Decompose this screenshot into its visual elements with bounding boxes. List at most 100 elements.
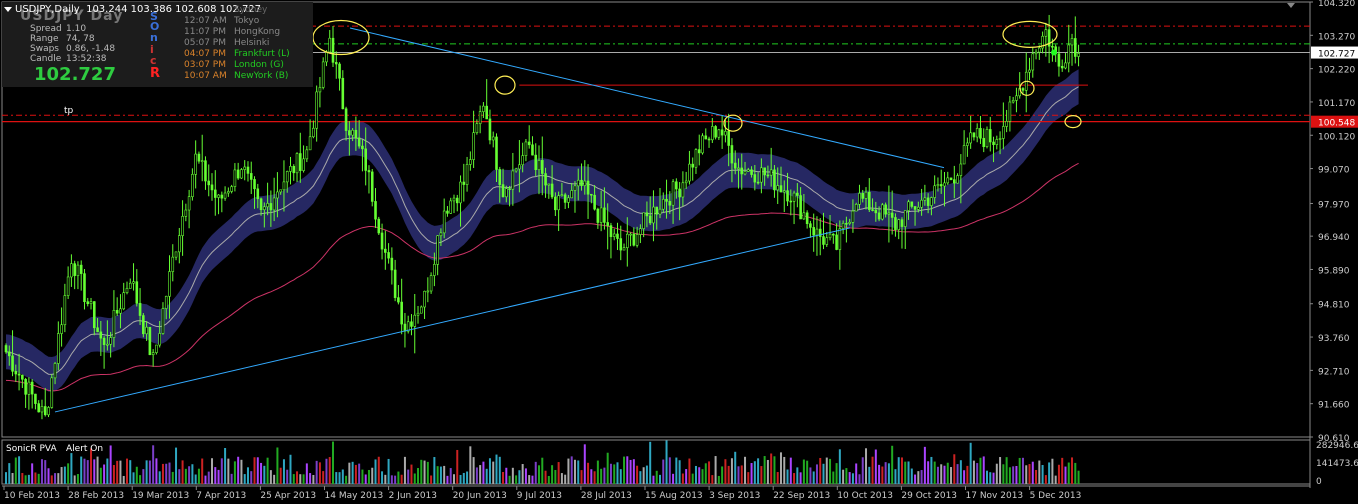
volume-bar <box>838 449 841 484</box>
candle-body <box>210 184 214 191</box>
candle-body <box>773 169 776 191</box>
volume-bar <box>1038 460 1041 484</box>
candle-body <box>691 163 695 168</box>
candle-body <box>475 123 479 133</box>
volume-bar <box>544 470 547 484</box>
volume-bar <box>636 465 639 484</box>
stat-label-range: Range <box>30 34 59 44</box>
candle-body <box>681 182 685 198</box>
volume-bar <box>125 458 128 484</box>
ema-89-line <box>5 162 1079 392</box>
candle-body <box>1034 51 1038 55</box>
volume-bar <box>1031 461 1034 484</box>
volume-bar <box>806 460 809 484</box>
volume-bar <box>796 467 799 484</box>
volume-bar <box>999 457 1002 484</box>
volume-bar <box>802 459 805 484</box>
volume-bar <box>1067 462 1070 484</box>
time-axis-label: 7 Apr 2013 <box>196 491 246 501</box>
volume-bar <box>93 459 96 484</box>
volume-bar <box>116 460 119 484</box>
volume-bar <box>737 466 740 484</box>
volume-bar <box>812 471 815 484</box>
highlight-ellipse <box>1064 115 1082 129</box>
volume-bar <box>348 462 351 484</box>
candle-body <box>348 130 351 136</box>
candle-body <box>760 167 763 183</box>
candle-body <box>397 297 400 303</box>
candle-body <box>315 91 318 129</box>
volume-bar <box>63 466 66 484</box>
candle-body <box>753 174 757 183</box>
candle-body <box>312 127 315 138</box>
dropdown-arrow-icon[interactable] <box>4 6 12 12</box>
candle-body <box>285 171 289 183</box>
candle-body <box>70 263 73 278</box>
candle-body <box>452 197 456 202</box>
candle-body <box>675 181 678 190</box>
candle-body <box>1031 53 1035 71</box>
volume-bar <box>214 467 217 484</box>
candle-body <box>449 200 453 214</box>
volume-bar <box>1028 464 1031 484</box>
volume-bar <box>452 474 455 484</box>
volume-bar <box>855 463 858 484</box>
volume-bar <box>894 469 897 484</box>
candle-body <box>887 212 891 215</box>
candle-body <box>671 181 675 206</box>
candle-body <box>711 126 714 141</box>
candle-body <box>792 192 796 202</box>
volume-bar <box>5 472 7 484</box>
candle-body <box>151 352 155 356</box>
candle-body <box>400 301 403 325</box>
candle-body <box>665 198 668 202</box>
volume-bar <box>874 449 877 484</box>
volume-bar <box>861 457 864 484</box>
candle-body <box>249 173 253 180</box>
volume-bar <box>397 471 400 484</box>
volume-bar <box>515 475 518 484</box>
volume-bar <box>508 475 511 484</box>
candle-body <box>877 212 881 220</box>
candle-body <box>688 163 691 182</box>
candle-body <box>802 212 806 220</box>
volume-bar <box>243 474 246 484</box>
volume-bar <box>443 465 446 484</box>
volume-bar <box>848 472 851 484</box>
candle-body <box>1051 45 1054 48</box>
volume-bar <box>832 471 835 484</box>
candle-body <box>191 174 194 198</box>
time-axis-label: 20 Jun 2013 <box>453 491 507 501</box>
candle-body <box>491 136 495 141</box>
candle-body <box>982 137 986 147</box>
candle-body <box>518 164 521 170</box>
volume-bar <box>407 469 410 484</box>
volume-bar <box>11 473 14 484</box>
candle-body <box>1002 126 1005 139</box>
current-price-tag: 102.727 <box>1318 50 1355 60</box>
volume-bar <box>145 460 148 484</box>
volume-bar <box>54 473 57 484</box>
stat-value-spread: 1.10 <box>66 24 87 34</box>
candle-body <box>380 232 384 250</box>
volume-bar <box>449 468 452 484</box>
volume-bar <box>910 468 913 484</box>
volume-bar <box>371 467 374 484</box>
volume-bar <box>417 468 420 484</box>
candle-body <box>910 201 914 207</box>
volume-bar <box>528 475 531 484</box>
candle-body <box>988 129 992 143</box>
volume-bar <box>865 448 868 484</box>
candle-body <box>86 301 90 305</box>
candle-body <box>727 131 730 146</box>
candle-body <box>648 215 652 224</box>
volume-bar <box>897 457 900 484</box>
candle-body <box>580 179 583 186</box>
volume-bar <box>884 462 887 484</box>
volume-bar <box>387 458 390 484</box>
chart-title: USDJPY,Daily 103.244 103.386 102.608 102… <box>4 4 261 15</box>
candle-body <box>361 145 364 150</box>
volume-bar <box>47 468 50 484</box>
candle-body <box>63 295 67 326</box>
